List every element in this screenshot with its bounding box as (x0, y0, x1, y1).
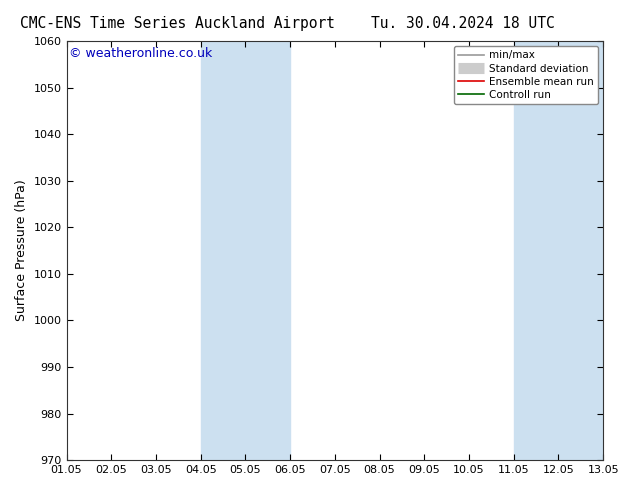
Text: © weatheronline.co.uk: © weatheronline.co.uk (69, 48, 212, 60)
Text: CMC-ENS Time Series Auckland Airport: CMC-ENS Time Series Auckland Airport (20, 16, 335, 31)
Text: Tu. 30.04.2024 18 UTC: Tu. 30.04.2024 18 UTC (371, 16, 555, 31)
Legend: min/max, Standard deviation, Ensemble mean run, Controll run: min/max, Standard deviation, Ensemble me… (454, 46, 598, 104)
Bar (201, 41, 290, 460)
Bar (514, 41, 603, 460)
Y-axis label: Surface Pressure (hPa): Surface Pressure (hPa) (15, 180, 28, 321)
